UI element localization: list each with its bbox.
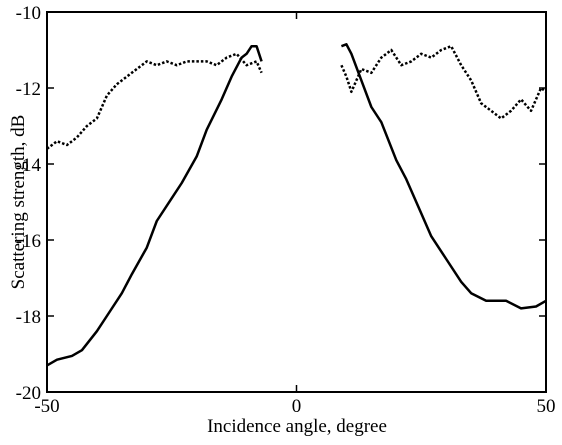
- series-line: [46, 43, 547, 367]
- y-tick-label: -14: [16, 155, 42, 176]
- x-axis-label: Incidence angle, degree: [207, 416, 387, 437]
- series-line: [46, 44, 547, 150]
- y-axis-label: Scattering strength, dB: [8, 115, 29, 290]
- y-tick-label: -20: [16, 383, 41, 404]
- x-tick-label: 50: [537, 396, 556, 417]
- x-tick-label: 0: [292, 396, 302, 417]
- y-tick-label: -10: [16, 3, 41, 24]
- plot-frame: [46, 11, 547, 393]
- y-tick-label: -18: [16, 307, 41, 328]
- x-tick-label: -50: [34, 396, 59, 417]
- y-tick-label: -16: [16, 231, 41, 252]
- y-tick-label: -12: [16, 79, 41, 100]
